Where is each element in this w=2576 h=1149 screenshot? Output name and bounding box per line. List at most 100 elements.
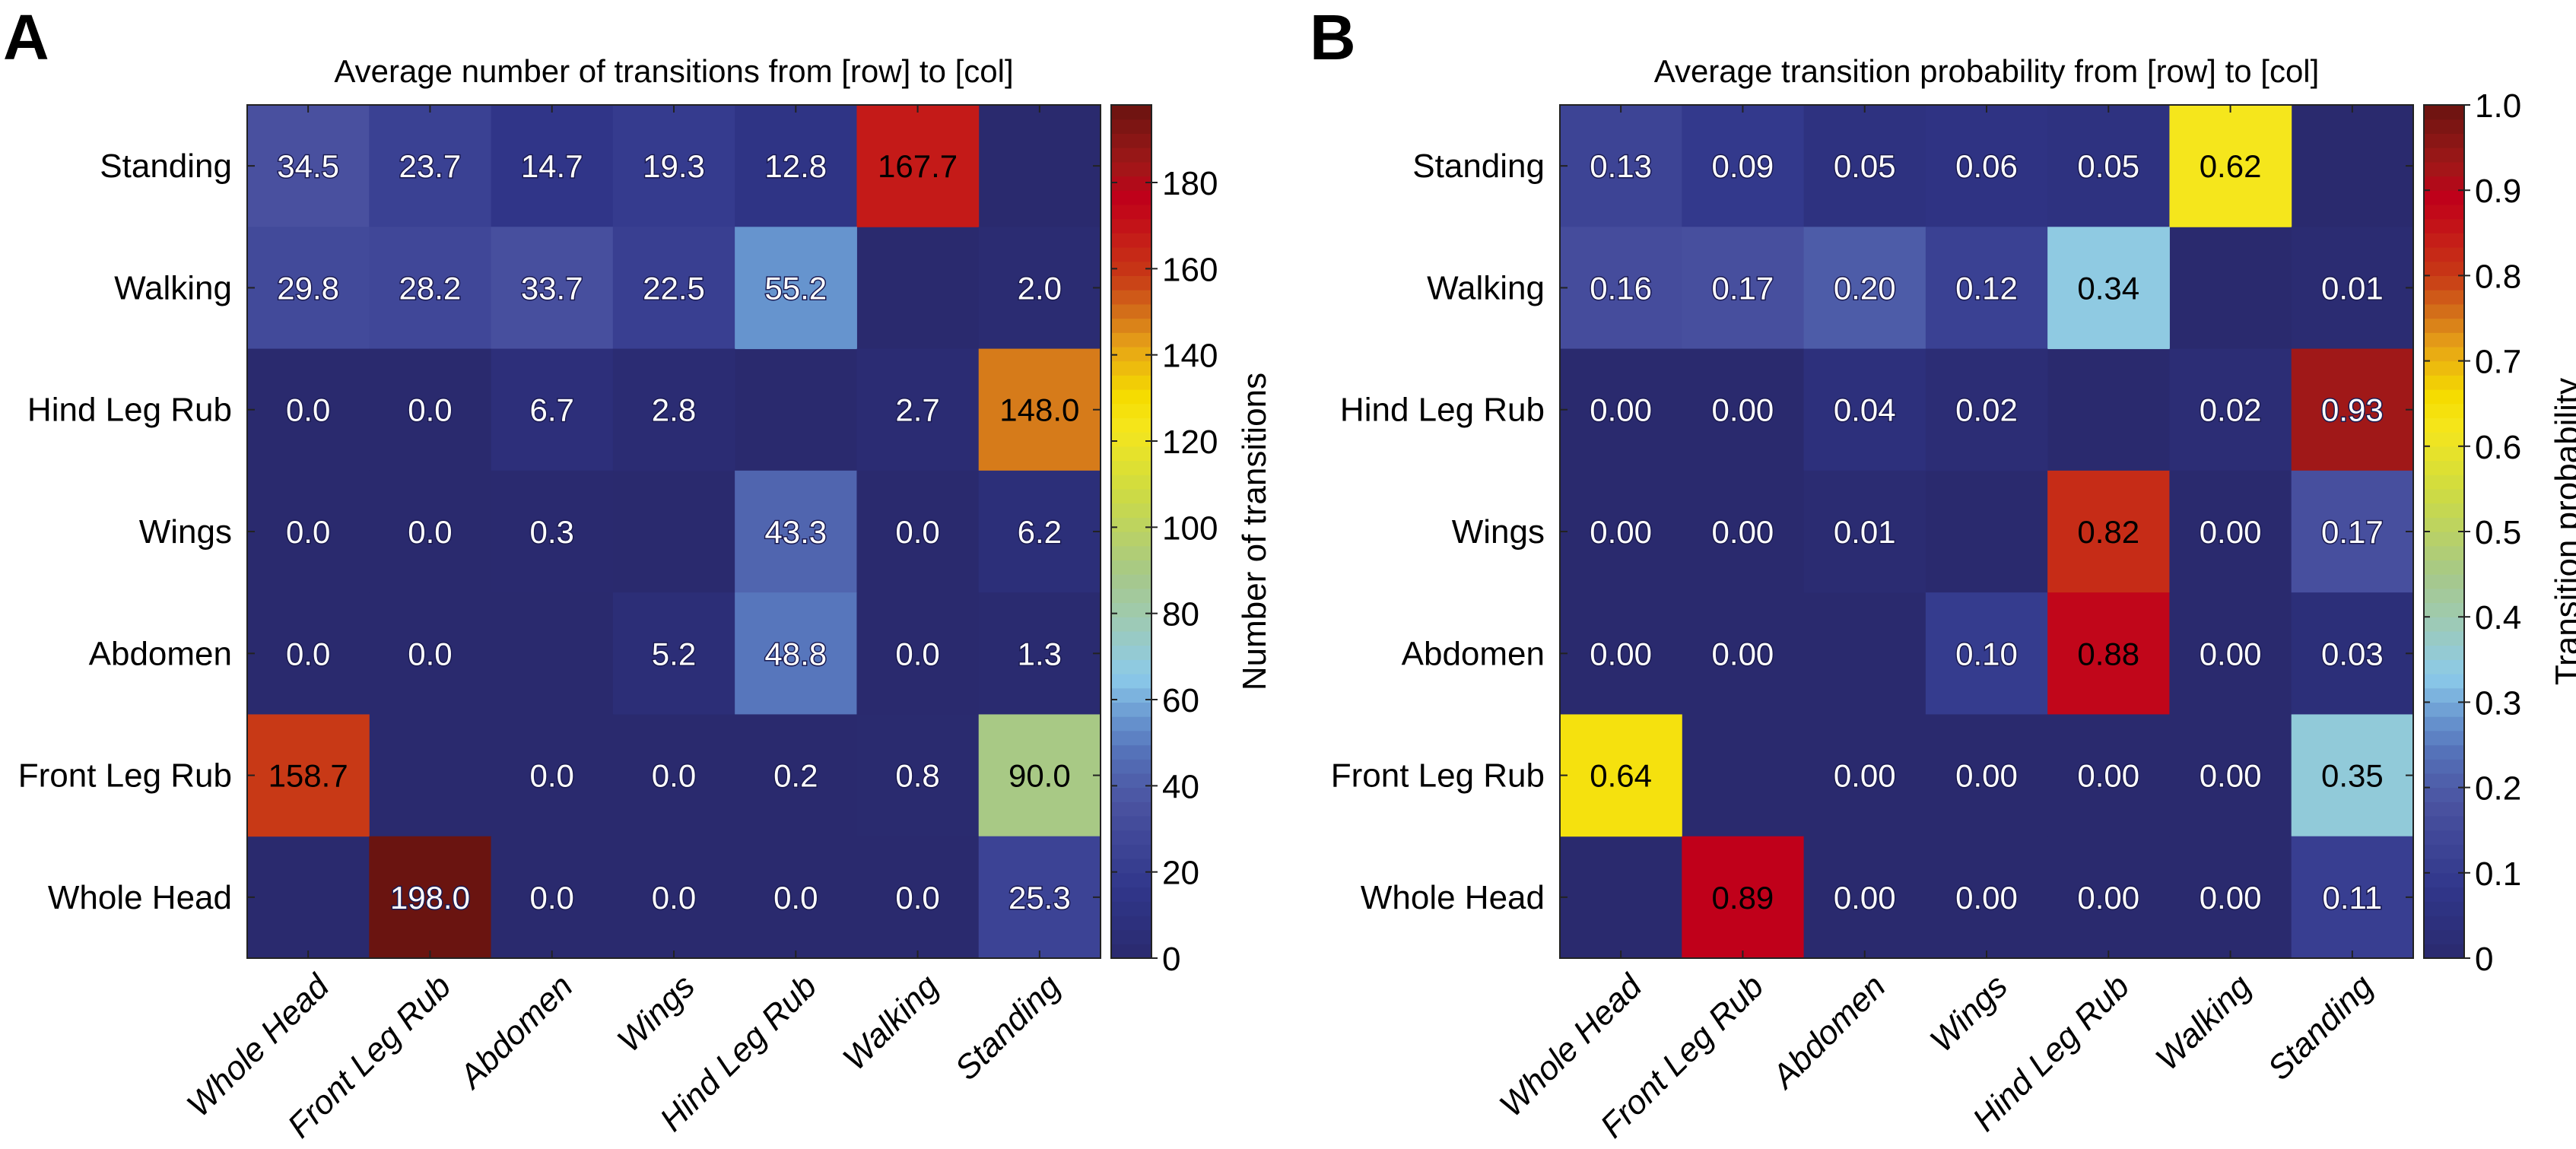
colorbar-segment — [2424, 602, 2464, 617]
cell-value-label: 0.13 — [1590, 148, 1652, 184]
colorbar-tick-label: 0.2 — [2475, 770, 2521, 808]
colorbar-segment — [2424, 759, 2464, 774]
heatmap-cell — [2169, 348, 2292, 471]
cell-value-label: 0.00 — [2200, 758, 2262, 794]
cell-value-label: 25.3 — [1008, 880, 1071, 916]
heatmap-cell — [2291, 836, 2414, 959]
cell-value-label: 0.0 — [895, 880, 939, 916]
heatmap-cell — [735, 227, 857, 350]
heatmap-cell — [1925, 105, 2048, 227]
colorbar-segment — [1111, 303, 1151, 319]
panel-label-b: B — [1310, 2, 1356, 73]
colorbar-segment — [1111, 659, 1151, 674]
colorbar-segment — [1111, 859, 1151, 874]
cell-value-label: 0.0 — [895, 636, 939, 671]
heatmap-cell — [1803, 227, 1926, 350]
heatmap-cell — [2291, 714, 2414, 837]
heatmap-cell — [2047, 105, 2170, 227]
heatmap-cell — [491, 714, 614, 837]
colorbar-segment — [1111, 759, 1151, 774]
colorbar-segment — [1111, 190, 1151, 205]
heatmap-cell — [369, 227, 492, 350]
column-label: Walking — [836, 967, 946, 1078]
colorbar-segment — [2424, 432, 2464, 447]
heatmap-cell — [491, 227, 614, 350]
heatmap-cell — [856, 105, 980, 227]
cell-value-label: 0.09 — [1712, 148, 1774, 184]
colorbar-segment — [1111, 915, 1151, 931]
colorbar-segment — [2424, 716, 2464, 732]
heatmap-cell — [2169, 592, 2292, 715]
cell-value-label: 0.00 — [1955, 880, 2018, 916]
colorbar-tick-label: 1.0 — [2475, 87, 2521, 125]
cell-value-label: 0.01 — [2321, 270, 2384, 306]
colorbar-tick-label: 0.7 — [2475, 344, 2521, 381]
colorbar-segment — [2424, 190, 2464, 205]
cell-value-label: 5.2 — [652, 636, 696, 671]
colorbar-segment — [1111, 560, 1151, 575]
heatmap-cell — [2291, 348, 2414, 471]
colorbar-segment — [1111, 446, 1151, 462]
cell-value-label: 34.5 — [277, 148, 339, 184]
colorbar-segment — [2424, 588, 2464, 604]
colorbar-segment — [1111, 517, 1151, 532]
colorbar-segment — [2424, 346, 2464, 362]
column-label: Abdomen — [451, 967, 580, 1097]
cell-value-label: 0.02 — [1955, 392, 2018, 428]
colorbar-segment — [1111, 574, 1151, 589]
cell-value-label: 48.8 — [764, 636, 827, 671]
cell-value-label: 0.00 — [2200, 514, 2262, 550]
cell-value-label: 0.0 — [773, 880, 818, 916]
heatmap-cell — [2291, 470, 2414, 593]
cell-value-label: 43.3 — [764, 514, 827, 550]
cell-value-label: 0.0 — [530, 880, 574, 916]
heatmap-cell — [612, 227, 735, 350]
cell-value-label: 6.2 — [1018, 514, 1062, 550]
colorbar-segment — [2424, 816, 2464, 831]
cell-value-label: 19.3 — [643, 148, 705, 184]
colorbar-segment — [2424, 275, 2464, 290]
colorbar-segment — [2424, 872, 2464, 888]
heatmap-cell — [978, 348, 1101, 471]
heatmap-cell — [2169, 836, 2292, 959]
colorbar-segment — [2424, 730, 2464, 746]
colorbar-segment — [1111, 944, 1151, 959]
colorbar-segment — [1111, 119, 1151, 134]
cell-value-label: 0.00 — [2200, 880, 2262, 916]
colorbar-segment — [2424, 375, 2464, 390]
colorbar-tick-label: 0 — [2475, 941, 2493, 978]
colorbar-tick-label: 0 — [1162, 941, 1180, 978]
colorbar-segment — [1111, 816, 1151, 831]
colorbar-segment — [1111, 161, 1151, 177]
colorbar-segment — [1111, 887, 1151, 902]
colorbar-segment — [2424, 901, 2464, 916]
cell-value-label: 0.00 — [2200, 636, 2262, 671]
colorbar-segment — [2424, 645, 2464, 660]
colorbar-segment — [2424, 915, 2464, 931]
column-label: Standing — [948, 967, 1068, 1087]
heatmap-cell — [735, 714, 857, 837]
cell-value-label: 0.0 — [408, 636, 452, 671]
cell-value-label: 0.00 — [1712, 514, 1774, 550]
cell-value-label: 158.7 — [268, 758, 348, 794]
colorbar-segment — [1111, 588, 1151, 604]
cell-value-label: 0.11 — [2323, 880, 2383, 916]
colorbar-tick-label: 0.6 — [2475, 429, 2521, 466]
colorbar-segment — [2424, 204, 2464, 220]
heatmap-cell — [735, 592, 857, 715]
cell-value-label: 0.00 — [2077, 880, 2139, 916]
colorbar-tick-label: 0.3 — [2475, 684, 2521, 722]
cell-value-label: 0.05 — [2077, 148, 2139, 184]
colorbar-segment — [1111, 602, 1151, 617]
colorbar-segment — [2424, 148, 2464, 163]
cell-value-label: 0.01 — [1834, 514, 1896, 550]
colorbar-segment — [1111, 532, 1151, 547]
row-label: Abdomen — [89, 635, 232, 672]
colorbar-segment — [2424, 560, 2464, 575]
colorbar-segment — [1111, 730, 1151, 746]
colorbar-segment — [1111, 844, 1151, 859]
cell-value-label: 0.2 — [773, 758, 818, 794]
heatmap-cell — [1560, 592, 1682, 715]
colorbar-segment — [1111, 375, 1151, 390]
colorbar-tick-label: 60 — [1162, 682, 1199, 719]
